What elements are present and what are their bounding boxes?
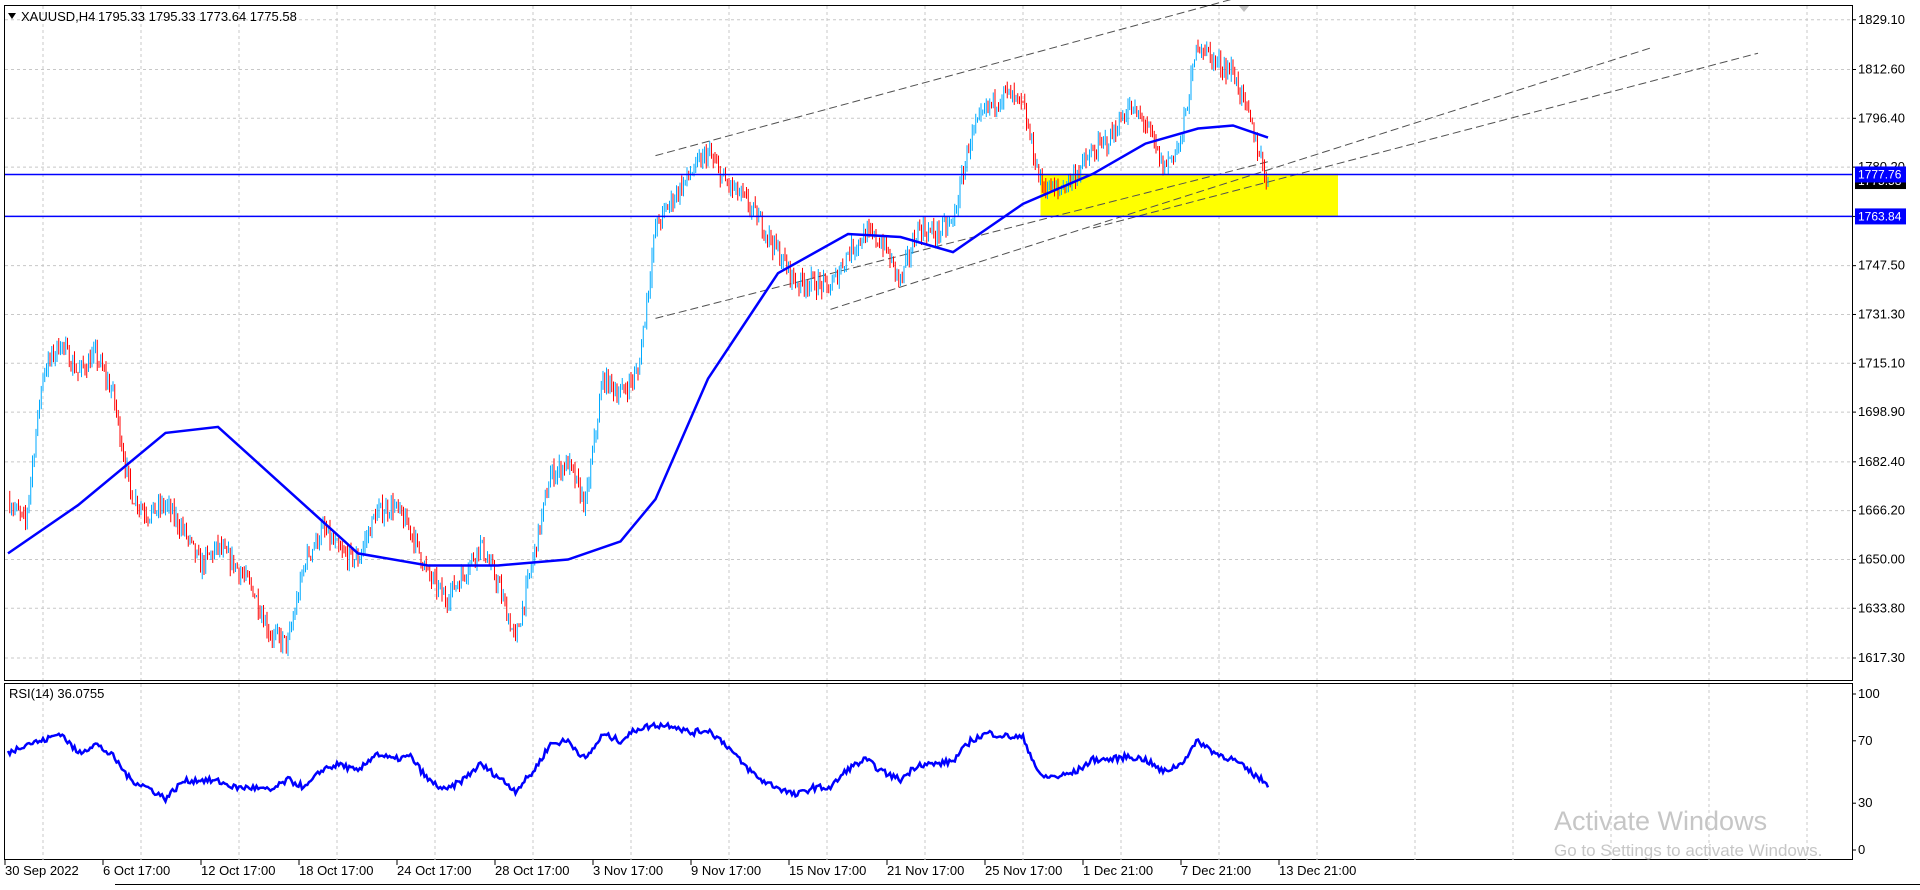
price-tick-label: 1698.90 (1858, 404, 1905, 419)
time-tick-label: 28 Oct 17:00 (495, 863, 569, 878)
rsi-line (6, 721, 1270, 805)
rsi-window-frame (4, 683, 1853, 860)
trend-lines[interactable] (655, 0, 1759, 319)
moving-average (7, 124, 1269, 567)
rsi-tick-label: 0 (1858, 842, 1865, 857)
price-tick-label: 1731.30 (1858, 306, 1905, 321)
price-tick-label: 1666.20 (1858, 503, 1905, 518)
rsi-axis: 100 70 30 0 (1852, 686, 1880, 857)
time-tick-label: 25 Nov 17:00 (985, 863, 1062, 878)
time-tick-label: 1 Dec 21:00 (1083, 863, 1153, 878)
time-tick-label: 6 Oct 17:00 (103, 863, 170, 878)
time-tick-label: 30 Sep 2022 (5, 863, 79, 878)
rsi-tick-label: 70 (1858, 733, 1872, 748)
level-badge-1777-bg (1855, 166, 1906, 183)
price-tick-label: 1633.80 (1858, 600, 1905, 615)
price-tick-label: 1617.30 (1858, 650, 1905, 665)
price-tick-label: 1747.50 (1858, 258, 1905, 273)
grid-lines (5, 6, 1852, 860)
rsi-indicator (6, 721, 1270, 805)
time-tick-label: 7 Dec 21:00 (1181, 863, 1251, 878)
ma-line (7, 124, 1269, 567)
main-chart-frame (4, 5, 1853, 681)
activate-windows-title: Activate Windows (1554, 806, 1767, 836)
time-tick-label: 12 Oct 17:00 (201, 863, 275, 878)
ohlc-values: 1795.33 1795.33 1773.64 1775.58 (98, 9, 297, 24)
time-tick-label: 21 Nov 17:00 (887, 863, 964, 878)
symbol-label: XAUUSD,H4 (21, 9, 95, 24)
horizontal-levels[interactable] (5, 173, 1852, 218)
price-tick-label: 1682.40 (1858, 454, 1905, 469)
price-tick-label: 1796.40 (1858, 110, 1905, 125)
level-badge-1763: 1763.84 (1858, 209, 1902, 223)
time-tick-label: 3 Nov 17:00 (593, 863, 663, 878)
price-tick-label: 1829.10 (1858, 12, 1905, 27)
shift-marker-icon[interactable] (1239, 6, 1249, 12)
time-tick-label: 13 Dec 21:00 (1279, 863, 1356, 878)
price-tick-label: 1812.60 (1858, 61, 1905, 76)
time-tick-label: 24 Oct 17:00 (397, 863, 471, 878)
rsi-tick-label: 100 (1858, 686, 1880, 701)
symbol-menu-triangle-icon[interactable] (8, 13, 16, 19)
dashed-trendline[interactable] (1092, 52, 1759, 229)
time-tick-label: 9 Nov 17:00 (691, 863, 761, 878)
level-badge-1763-bg (1855, 208, 1906, 225)
rsi-header-label: RSI(14) 36.0755 (9, 686, 104, 701)
rsi-tick-label: 30 (1858, 795, 1872, 810)
price-axis: 1829.101812.601796.401780.201763.841747.… (1852, 12, 1906, 665)
activate-windows-subtitle: Go to Settings to activate Windows. (1554, 841, 1822, 860)
time-axis: 30 Sep 2022 6 Oct 17:00 12 Oct 17:00 18 Oct… (4, 860, 1356, 878)
time-tick-label: 18 Oct 17:00 (299, 863, 373, 878)
candlesticks (9, 39, 1269, 657)
time-tick-label: 15 Nov 17:00 (789, 863, 866, 878)
dashed-trendline[interactable] (655, 0, 1234, 157)
dashed-trendline[interactable] (655, 161, 1269, 319)
level-badge-1777: 1777.76 (1858, 167, 1902, 181)
price-tick-label: 1715.10 (1858, 355, 1905, 370)
price-tick-label: 1650.00 (1858, 551, 1905, 566)
